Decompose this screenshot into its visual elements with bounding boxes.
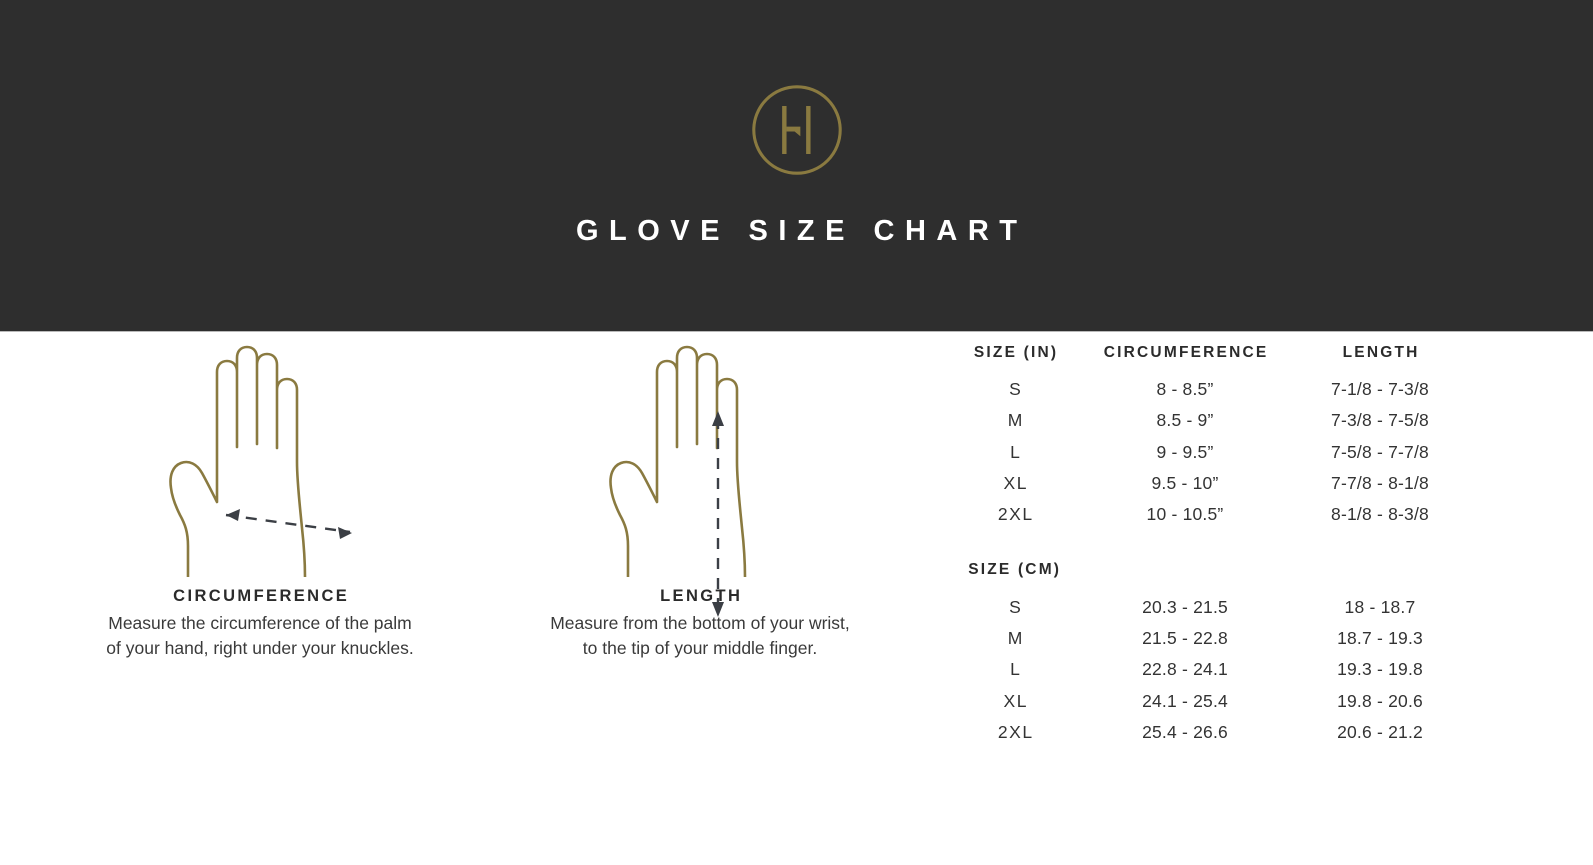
cell-circumference: 8.5 - 9” [1156,410,1214,431]
column-header-size-in: SIZE (IN) [973,344,1059,361]
body-area: CIRCUMFERENCE Measure the circumference … [0,332,1593,865]
cell-circumference: 20.3 - 21.5 [1142,596,1228,617]
illustration-circumference: CIRCUMFERENCE Measure the circumference … [60,332,460,661]
cell-circumference: 8 - 8.5” [1156,379,1214,400]
cell-size: 2XL [997,504,1034,525]
cell-size: S [1009,596,1023,617]
cell-length: 19.3 - 19.8 [1337,659,1423,680]
cell-length: 18 - 18.7 [1344,596,1416,617]
cell-length: 20.6 - 21.2 [1337,721,1423,742]
cell-size: M [1007,410,1024,431]
table-row: M 8.5 - 9” 7-3/8 - 7-5/8 [940,405,1560,436]
column-header-length: LENGTH [1342,344,1420,361]
column-header-circumference: CIRCUMFERENCE [1103,344,1269,361]
cell-circumference: 21.5 - 22.8 [1142,627,1228,648]
page-title: GLOVE SIZE CHART [575,215,1028,247]
header-band: GLOVE SIZE CHART [0,0,1593,332]
table-header-row-inches: SIZE (IN) CIRCUMFERENCE LENGTH [940,332,1560,374]
caption-title-circumference: CIRCUMFERENCE [173,587,350,605]
caption-title-length: LENGTH [660,587,743,605]
cell-circumference: 22.8 - 24.1 [1142,659,1228,680]
cell-size: L [1010,659,1022,680]
table-row: L 22.8 - 24.1 19.3 - 19.8 [940,654,1560,685]
cell-length: 7-3/8 - 7-5/8 [1331,410,1429,431]
cell-length: 7-5/8 - 7-7/8 [1331,441,1429,462]
cell-size: S [1009,379,1023,400]
horizontal-double-arrow [225,509,352,539]
hand-length-icon [609,345,747,577]
cell-circumference: 9.5 - 10” [1151,473,1219,494]
cell-size: L [1010,441,1022,462]
cell-size: XL [1003,473,1029,494]
caption-line-1: Measure the circumference of the palm [108,613,412,633]
caption-text-circumference: Measure the circumference of the palm of… [60,611,460,661]
table-row: S 20.3 - 21.5 18 - 18.7 [940,591,1560,622]
table-row: S 8 - 8.5” 7-1/8 - 7-3/8 [940,374,1560,405]
cell-size: XL [1003,690,1029,711]
caption-text-length: Measure from the bottom of your wrist, t… [500,611,900,661]
cell-length: 7-7/8 - 8-1/8 [1331,473,1429,494]
table-row: 2XL 10 - 10.5” 8-1/8 - 8-3/8 [940,499,1560,530]
caption-line-2: to the tip of your middle finger. [582,638,818,658]
section-gap [940,530,1560,549]
h-monogram-logo [751,85,842,175]
cell-length: 18.7 - 19.3 [1337,627,1423,648]
table-row: M 21.5 - 22.8 18.7 - 19.3 [940,623,1560,654]
vertical-double-arrow [712,411,724,617]
logo-container [0,82,1593,178]
table-row: XL 24.1 - 25.4 19.8 - 20.6 [940,685,1560,716]
cell-length: 8-1/8 - 8-3/8 [1331,504,1429,525]
caption-line-1: Measure from the bottom of your wrist, [550,613,850,633]
cell-length: 7-1/8 - 7-3/8 [1331,379,1429,400]
table-row: XL 9.5 - 10” 7-7/8 - 8-1/8 [940,468,1560,499]
cell-circumference: 10 - 10.5” [1146,504,1224,525]
caption-line-2: of your hand, right under your knuckles. [106,638,414,658]
column-header-size-cm: SIZE (CM) [968,561,1062,579]
cell-size: M [1007,627,1024,648]
cell-length: 19.8 - 20.6 [1337,690,1423,711]
hand-circumference-icon [169,345,307,577]
table-row: 2XL 25.4 - 26.6 20.6 - 21.2 [940,717,1560,748]
cell-circumference: 24.1 - 25.4 [1142,690,1228,711]
illustration-length: LENGTH Measure from the bottom of your w… [500,332,900,661]
cell-circumference: 9 - 9.5” [1156,441,1214,462]
cell-size: 2XL [997,721,1034,742]
table-header-row-cm: SIZE (CM) [940,549,1560,591]
cell-circumference: 25.4 - 26.6 [1142,721,1228,742]
size-table: SIZE (IN) CIRCUMFERENCE LENGTH S 8 - 8.5… [940,332,1560,748]
table-row: L 9 - 9.5” 7-5/8 - 7-7/8 [940,437,1560,468]
